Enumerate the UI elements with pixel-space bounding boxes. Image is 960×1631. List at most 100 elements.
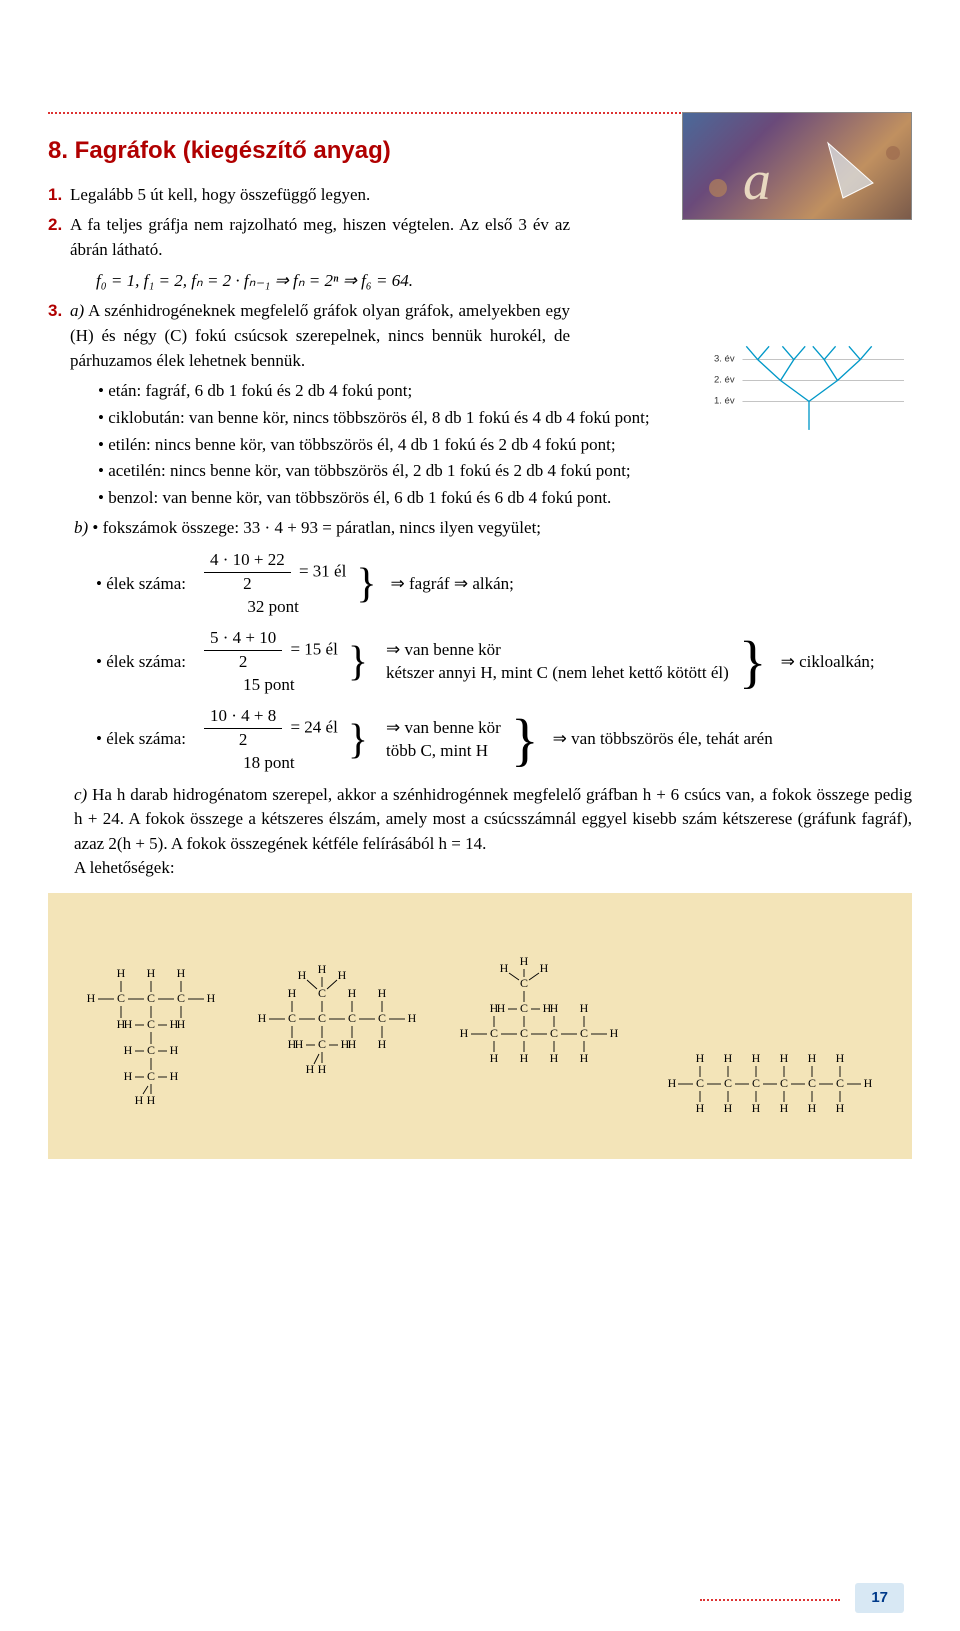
- chem-structure-3: HCCCCH CC HH HHH HHH HHHH: [441, 939, 631, 1139]
- svg-text:C: C: [724, 1076, 732, 1090]
- svg-text:C: C: [177, 991, 185, 1005]
- svg-text:H: H: [723, 1101, 732, 1115]
- item-3a: a) A szénhidrogéneknek megfelelő gráfok …: [70, 299, 570, 373]
- svg-text:C: C: [318, 986, 326, 1000]
- item-3b-math3: • élek száma: 10 · 4 + 82 = 24 él 18 pon…: [96, 705, 912, 775]
- chem-structure-1: HCCCH HHH CCC HH HH HH H HH: [66, 909, 216, 1139]
- svg-text:H: H: [751, 1101, 760, 1115]
- svg-text:H: H: [317, 962, 326, 976]
- bullet-benzol: • benzol: van benne kör, van többszörös …: [98, 486, 912, 511]
- svg-text:H: H: [147, 966, 156, 980]
- svg-text:H: H: [490, 1051, 499, 1065]
- svg-text:H: H: [500, 961, 509, 975]
- header-banner: a: [682, 112, 912, 220]
- svg-text:C: C: [147, 1069, 155, 1083]
- tree-label-1: 1. év: [714, 395, 735, 406]
- item-1-num: 1.: [48, 183, 70, 208]
- svg-text:H: H: [807, 1051, 816, 1065]
- svg-text:C: C: [490, 1026, 498, 1040]
- item-3b-math2: • élek száma: 5 · 4 + 102 = 15 él 15 pon…: [96, 627, 912, 697]
- svg-text:H: H: [147, 1093, 156, 1107]
- svg-text:H: H: [177, 966, 186, 980]
- item-2-text: A fa teljes gráfja nem rajzolható meg, h…: [70, 213, 570, 262]
- svg-text:H: H: [305, 1062, 314, 1076]
- chem-structure-2: HCCCCH HCHH HHH C HH H H HHH: [239, 939, 419, 1139]
- svg-text:H: H: [520, 954, 529, 968]
- page-number: 17: [855, 1583, 904, 1613]
- svg-text:H: H: [337, 968, 346, 982]
- svg-text:C: C: [520, 1001, 528, 1015]
- chem-structures: HCCCH HHH CCC HH HH HH H HH: [48, 893, 912, 1159]
- svg-text:H: H: [170, 1069, 179, 1083]
- svg-text:C: C: [520, 1026, 528, 1040]
- svg-text:C: C: [696, 1076, 704, 1090]
- item-3b: b) • fokszámok összege: 33 · 4 + 93 = pá…: [74, 516, 912, 541]
- svg-text:H: H: [117, 966, 126, 980]
- item-3-num: 3.: [48, 299, 70, 373]
- svg-text:H: H: [667, 1076, 676, 1090]
- svg-text:C: C: [550, 1026, 558, 1040]
- svg-text:H: H: [540, 961, 549, 975]
- svg-text:H: H: [863, 1076, 872, 1090]
- svg-text:C: C: [147, 991, 155, 1005]
- item-3c-tail: A lehetőségek:: [74, 856, 912, 881]
- bottom-divider: [700, 1599, 840, 1601]
- chem-structure-4: H C C C C C C H H H H H H H H H H H H H: [654, 1019, 894, 1139]
- svg-text:H: H: [751, 1051, 760, 1065]
- svg-text:C: C: [808, 1076, 816, 1090]
- svg-text:C: C: [147, 1043, 155, 1057]
- svg-text:H: H: [257, 1011, 266, 1025]
- svg-text:H: H: [520, 1051, 529, 1065]
- svg-text:H: H: [490, 1001, 499, 1015]
- svg-text:H: H: [550, 1001, 559, 1015]
- svg-text:H: H: [407, 1011, 416, 1025]
- svg-text:C: C: [348, 1011, 356, 1025]
- svg-text:H: H: [124, 1069, 133, 1083]
- svg-text:C: C: [318, 1011, 326, 1025]
- svg-text:H: H: [124, 1043, 133, 1057]
- svg-text:H: H: [207, 991, 216, 1005]
- svg-text:H: H: [807, 1101, 816, 1115]
- svg-text:H: H: [779, 1101, 788, 1115]
- svg-text:H: H: [297, 968, 306, 982]
- svg-text:H: H: [377, 1037, 386, 1051]
- item-3c: c) Ha h darab hidrogénatom szerepel, akk…: [74, 783, 912, 857]
- svg-text:C: C: [117, 991, 125, 1005]
- svg-text:H: H: [610, 1026, 619, 1040]
- tree-diagram: 3. év 2. év 1. év: [714, 330, 904, 450]
- svg-text:H: H: [779, 1051, 788, 1065]
- svg-text:C: C: [752, 1076, 760, 1090]
- svg-text:H: H: [835, 1101, 844, 1115]
- svg-text:H: H: [135, 1093, 144, 1107]
- svg-text:H: H: [177, 1017, 186, 1031]
- tree-label-2: 2. év: [714, 374, 735, 385]
- svg-text:H: H: [117, 1017, 126, 1031]
- svg-text:H: H: [580, 1051, 589, 1065]
- svg-text:C: C: [288, 1011, 296, 1025]
- svg-text:H: H: [695, 1051, 704, 1065]
- svg-text:H: H: [347, 1037, 356, 1051]
- item-2-formula: f₀ = 1, f₁ = 2, fₙ = 2 · fₙ₋₁ ⇒ fₙ = 2ⁿ …: [48, 269, 912, 294]
- svg-text:C: C: [318, 1037, 326, 1051]
- svg-text:H: H: [347, 986, 356, 1000]
- svg-text:H: H: [723, 1051, 732, 1065]
- banner-decoration: [683, 113, 913, 221]
- svg-text:H: H: [170, 1043, 179, 1057]
- svg-text:H: H: [460, 1026, 469, 1040]
- svg-text:H: H: [695, 1101, 704, 1115]
- svg-text:H: H: [580, 1001, 589, 1015]
- svg-text:H: H: [287, 1037, 296, 1051]
- svg-text:C: C: [520, 976, 528, 990]
- svg-text:H: H: [377, 986, 386, 1000]
- tree-label-3: 3. év: [714, 354, 735, 365]
- svg-text:C: C: [580, 1026, 588, 1040]
- svg-text:H: H: [87, 991, 96, 1005]
- svg-text:C: C: [836, 1076, 844, 1090]
- svg-text:H: H: [287, 986, 296, 1000]
- svg-text:H: H: [550, 1051, 559, 1065]
- svg-text:C: C: [378, 1011, 386, 1025]
- svg-text:H: H: [835, 1051, 844, 1065]
- svg-text:H: H: [317, 1062, 326, 1076]
- item-3b-math1: • élek száma: 4 · 10 + 222 = 31 él 32 po…: [96, 549, 912, 619]
- svg-text:C: C: [780, 1076, 788, 1090]
